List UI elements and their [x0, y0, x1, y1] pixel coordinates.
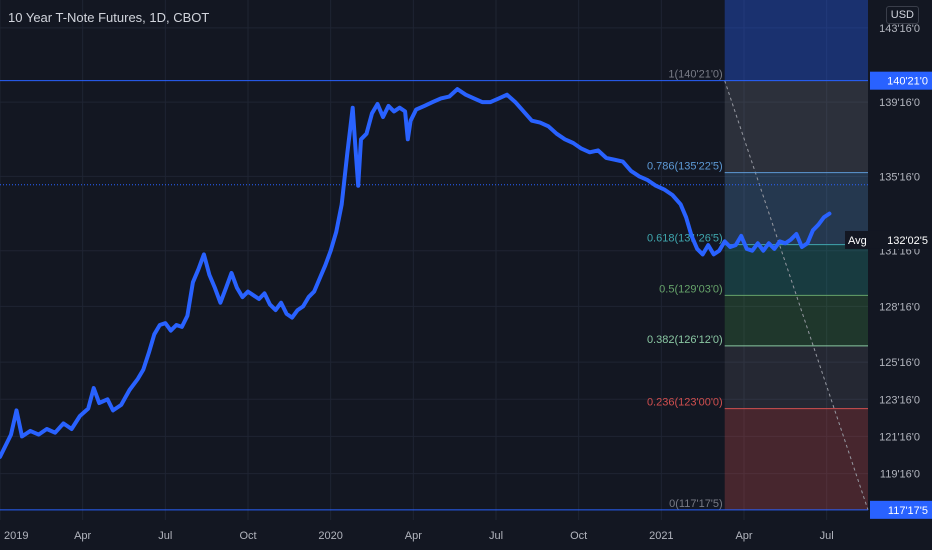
fib-level-label: 0.382(126'12'0) — [647, 334, 723, 346]
y-tick-label: 123'16'0 — [879, 394, 920, 406]
x-tick-label: 2021 — [649, 530, 673, 542]
grid-lines — [0, 0, 868, 520]
fib-level-label: 0(117'17'5) — [669, 498, 723, 510]
price-labels: 140'21'0 Avg 132'02'5 117'17'5 — [845, 71, 932, 519]
x-axis-panel — [0, 520, 932, 550]
y-axis-panel — [869, 0, 932, 550]
currency-button[interactable]: USD — [885, 6, 919, 24]
x-tick-label: Oct — [570, 530, 587, 542]
x-tick-label: Jul — [820, 530, 834, 542]
fib-zone-band — [724, 408, 868, 510]
x-tick-label: Apr — [735, 530, 752, 542]
y-tick-label: 139'16'0 — [879, 97, 920, 109]
fib-level-label: 0.5(129'03'0) — [659, 283, 723, 295]
x-tick-label: Jul — [489, 530, 503, 542]
y-tick-label: 143'16'0 — [879, 23, 920, 35]
fib-zone-band — [724, 345, 868, 409]
x-tick-label: 2019 — [4, 530, 28, 542]
price-label-box — [870, 500, 932, 519]
price-label-text: 140'21'0 — [887, 76, 928, 88]
y-tick-label: 121'16'0 — [879, 431, 920, 443]
price-line — [0, 87, 832, 459]
avg-label-prefix: Avg — [848, 235, 867, 247]
x-tick-label: 2020 — [318, 530, 342, 542]
fib-zone-band — [724, 295, 868, 346]
avg-label-box — [845, 230, 932, 249]
price-series[interactable] — [0, 87, 832, 459]
x-tick-label: Apr — [405, 530, 422, 542]
fib-level-label: 0.618(131'26'5) — [647, 233, 723, 245]
fib-level-label: 0.786(135'22'5) — [647, 161, 723, 173]
y-tick-label: 135'16'0 — [879, 171, 920, 183]
fib-levels: 1(140'21'0) 0.786(135'22'5) 0.618(131'26'5… — [0, 69, 868, 511]
y-tick-label: 119'16'0 — [880, 469, 920, 481]
fib-zone-band — [724, 244, 868, 296]
y-tick-label: 128'16'0 — [879, 301, 920, 313]
price-label-text: 117'17'5 — [888, 505, 928, 517]
fib-level-label: 0.236(123'00'0) — [647, 397, 723, 409]
y-tick-label: 125'16'0 — [879, 357, 920, 369]
fib-zone-band — [724, 80, 868, 173]
price-label-box — [870, 71, 932, 90]
x-tick-label: Jul — [158, 530, 172, 542]
x-tick-label: Oct — [239, 530, 256, 542]
price-label-text: 132'02'5 — [887, 235, 928, 247]
x-tick-label: Apr — [74, 530, 91, 542]
chart-title: 10 Year T-Note Futures, 1D, CBOT — [8, 10, 210, 25]
fib-zone-band — [724, 0, 868, 81]
fib-level-label: 1(140'21'0) — [668, 69, 722, 81]
fib-zone — [724, 0, 869, 510]
